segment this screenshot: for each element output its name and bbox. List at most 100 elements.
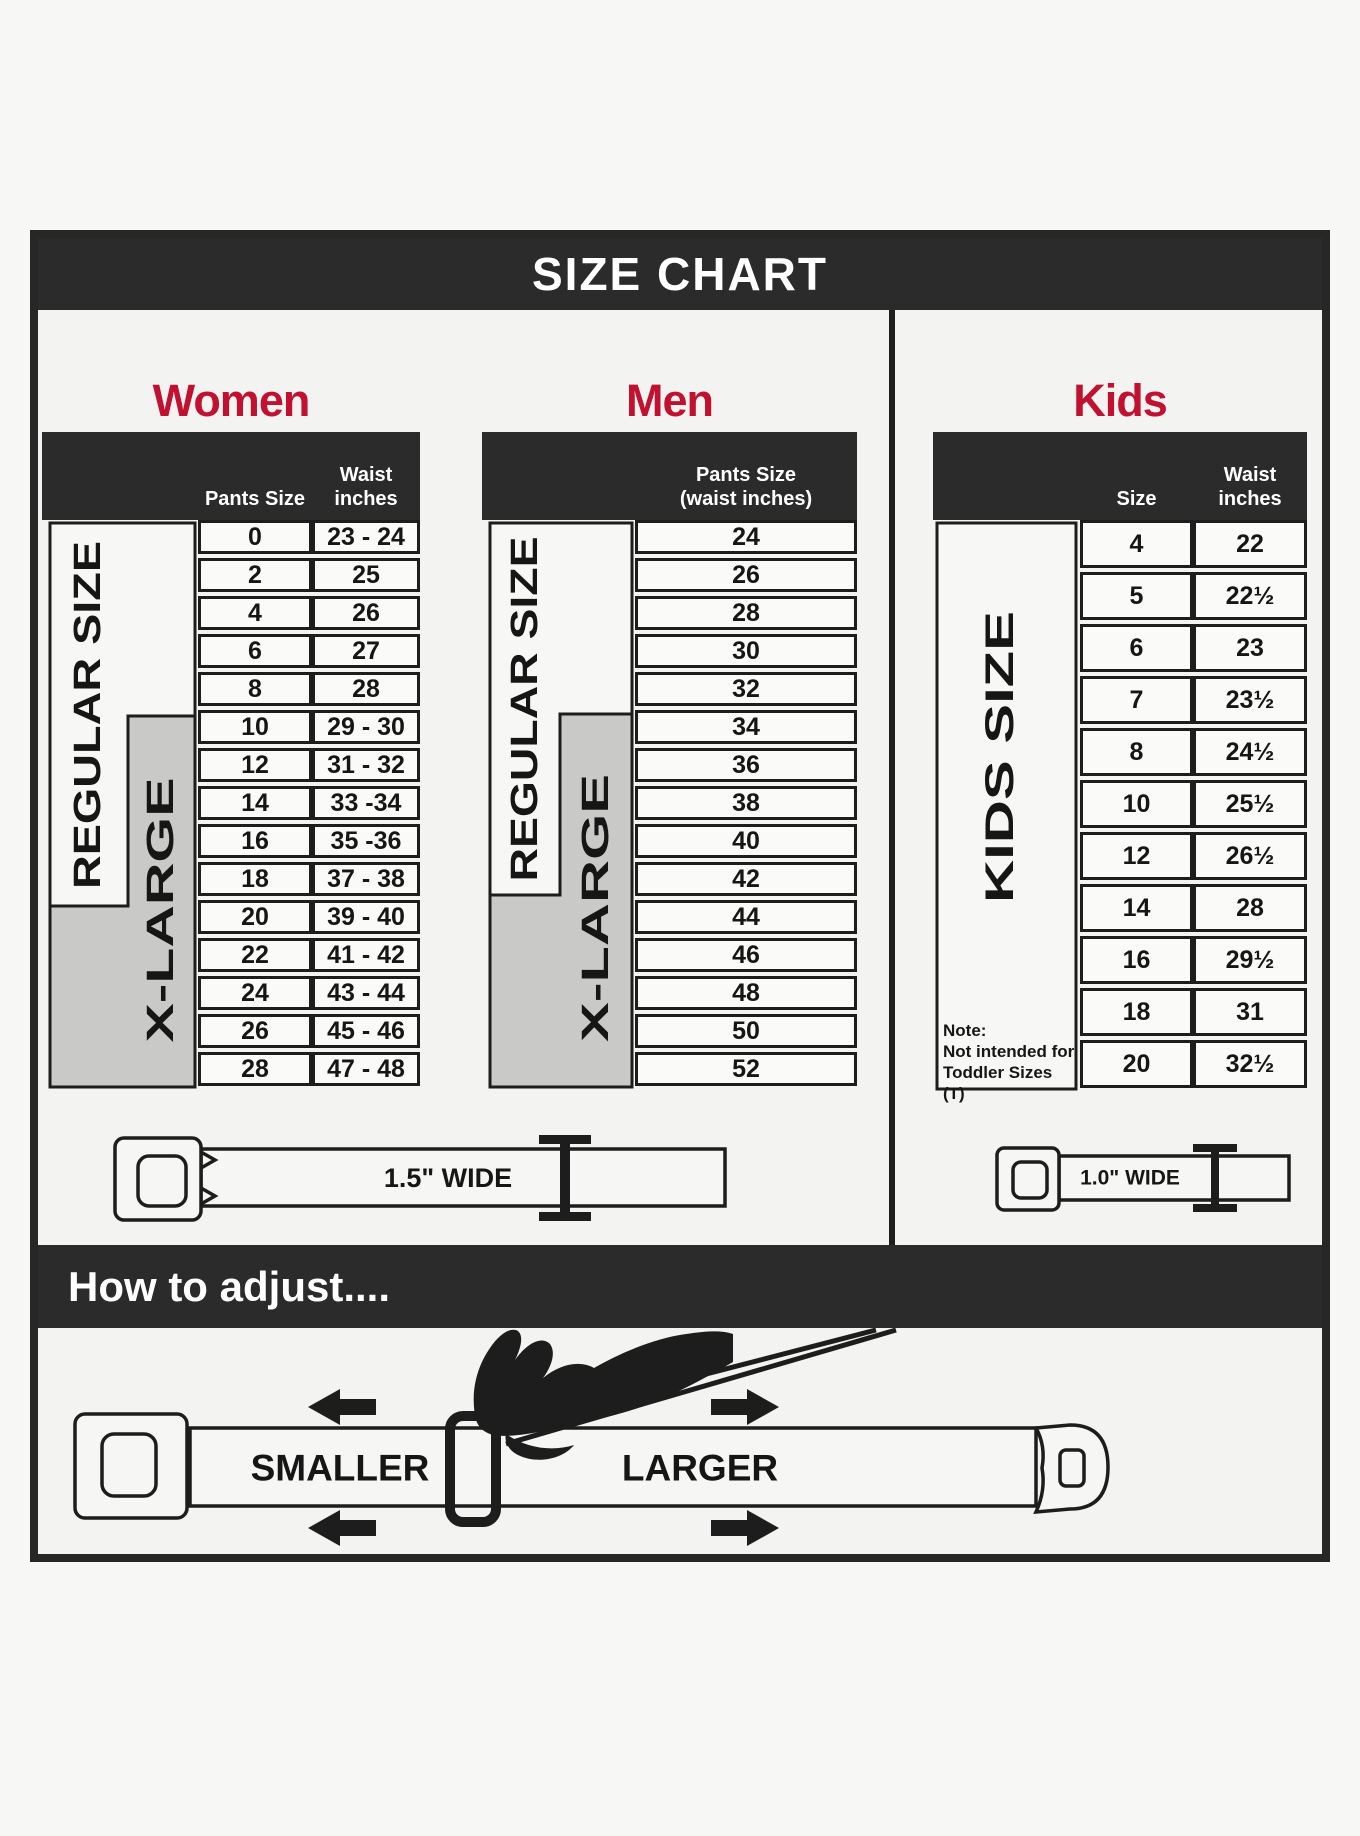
table-cell: 44 (635, 900, 857, 934)
table-cell: 4 (1080, 520, 1193, 568)
kids-table-header: Size Waist inches (933, 432, 1307, 520)
table-cell: 32 (635, 672, 857, 706)
hand-icon (473, 1329, 733, 1436)
table-cell: 27 (312, 634, 420, 668)
table-cell: 14 (1080, 884, 1193, 932)
page-title: SIZE CHART (38, 238, 1322, 310)
women-table-header: Pants Size Waist inches (42, 432, 420, 520)
adult-belt-graphic: 1.5" WIDE (113, 1135, 727, 1222)
table-cell: 12 (198, 748, 312, 782)
men-regular-size-label: REGULAR SIZE (504, 537, 546, 882)
adjustment-diagram: SMALLER LARGER (73, 1328, 1110, 1546)
how-to-adjust-title: How to adjust.... (38, 1245, 1322, 1328)
table-cell: 14 (198, 786, 312, 820)
table-cell: 45 - 46 (312, 1014, 420, 1048)
table-cell: 42 (635, 862, 857, 896)
arrow-left-icon (308, 1510, 376, 1546)
table-cell: 24 (635, 520, 857, 554)
table-cell: 43 - 44 (312, 976, 420, 1010)
table-cell: 20 (198, 900, 312, 934)
women-section-title: Women (152, 375, 311, 426)
table-cell: 18 (198, 862, 312, 896)
table-cell: 35 -36 (312, 824, 420, 858)
table-cell: 33 -34 (312, 786, 420, 820)
table-cell: 23 - 24 (312, 520, 420, 554)
table-cell: 34 (635, 710, 857, 744)
table-cell: 16 (1080, 936, 1193, 984)
table-cell: 8 (198, 672, 312, 706)
table-cell: 28 (198, 1052, 312, 1086)
women-waist-header: Waist inches (334, 464, 398, 510)
table-cell: 22½ (1193, 572, 1307, 620)
table-cell: 24 (198, 976, 312, 1010)
table-cell: 4 (198, 596, 312, 630)
kids-belt-strap (1057, 1154, 1291, 1202)
table-cell: 31 - 32 (312, 748, 420, 782)
table-cell: 36 (635, 748, 857, 782)
table-cell: 2 (198, 558, 312, 592)
table-cell: 40 (635, 824, 857, 858)
men-table-header: Pants Size (waist inches) (482, 432, 857, 520)
table-cell: 47 - 48 (312, 1052, 420, 1086)
table-cell: 18 (1080, 988, 1193, 1036)
table-cell: 28 (635, 596, 857, 630)
table-cell: 0 (198, 520, 312, 554)
table-cell: 31 (1193, 988, 1307, 1036)
adult-belt-adjuster-mark (560, 1139, 570, 1217)
table-cell: 7 (1080, 676, 1193, 724)
table-cell: 26½ (1193, 832, 1307, 880)
table-cell: 28 (312, 672, 420, 706)
table-cell: 30 (635, 634, 857, 668)
smaller-label: SMALLER (251, 1448, 430, 1489)
size-chart-poster: SIZE CHART Women Men Kids Pants Size Wai… (30, 230, 1330, 1562)
kids-size-header: Size (1116, 488, 1157, 510)
women-xlarge-box (48, 714, 197, 1089)
table-cell: 26 (635, 558, 857, 592)
women-xlarge-label: X-LARGE (140, 778, 182, 1043)
table-cell: 6 (1080, 624, 1193, 672)
kids-table-body: KIDS SIZE Note: Not intended for Toddler… (933, 520, 1307, 1103)
table-cell: 41 - 42 (312, 938, 420, 972)
women-size-category-graphic: REGULAR SIZE X-LARGE (48, 521, 197, 1089)
diagram-belt-adjuster (445, 1411, 501, 1527)
kids-belt-graphic: 1.0" WIDE (995, 1144, 1291, 1212)
table-cell: 10 (198, 710, 312, 744)
table-cell: 26 (312, 596, 420, 630)
larger-label: LARGER (622, 1448, 778, 1489)
table-cell: 22 (1193, 520, 1307, 568)
women-table-body: REGULAR SIZE X-LARGE 0 23 - 24 2 25 4 26 6 27 8 2… (42, 520, 420, 1090)
table-cell: 10 (1080, 780, 1193, 828)
kids-size-box (935, 521, 1078, 1091)
table-cell: 29½ (1193, 936, 1307, 984)
men-section-title: Men (626, 375, 714, 426)
table-cell: 22 (198, 938, 312, 972)
table-cell: 24½ (1193, 728, 1307, 776)
women-pants-size-header: Pants Size (204, 488, 306, 510)
arrow-right-icon (711, 1510, 779, 1546)
women-regular-size-label: REGULAR SIZE (67, 541, 109, 889)
kids-waist-header: Waist inches (1218, 464, 1282, 510)
table-cell: 28 (1193, 884, 1307, 932)
table-cell: 6 (198, 634, 312, 668)
table-cell: 8 (1080, 728, 1193, 776)
table-cell: 23½ (1193, 676, 1307, 724)
men-xlarge-box (488, 712, 634, 1089)
men-kids-divider (889, 310, 895, 1245)
table-cell: 26 (198, 1014, 312, 1048)
kids-belt-adjuster-mark (1211, 1148, 1219, 1208)
table-cell: 37 - 38 (312, 862, 420, 896)
thumb (505, 1434, 574, 1460)
table-cell: 5 (1080, 572, 1193, 620)
table-cell: 25½ (1193, 780, 1307, 828)
table-cell: 29 - 30 (312, 710, 420, 744)
table-cell: 25 (312, 558, 420, 592)
adult-belt-width-label: 1.5" WIDE (384, 1163, 512, 1193)
table-cell: 46 (635, 938, 857, 972)
table-cell: 48 (635, 976, 857, 1010)
diagram-belt-strap (188, 1426, 1038, 1508)
arrow-left-icon (308, 1389, 376, 1425)
table-cell: 20 (1080, 1040, 1193, 1088)
men-table-body: REGULAR SIZE X-LARGE 24 26 28 30 32 34 36 38 40 4… (482, 520, 857, 1090)
table-cell: 39 - 40 (312, 900, 420, 934)
men-size-category-graphic: REGULAR SIZE X-LARGE (488, 521, 634, 1089)
